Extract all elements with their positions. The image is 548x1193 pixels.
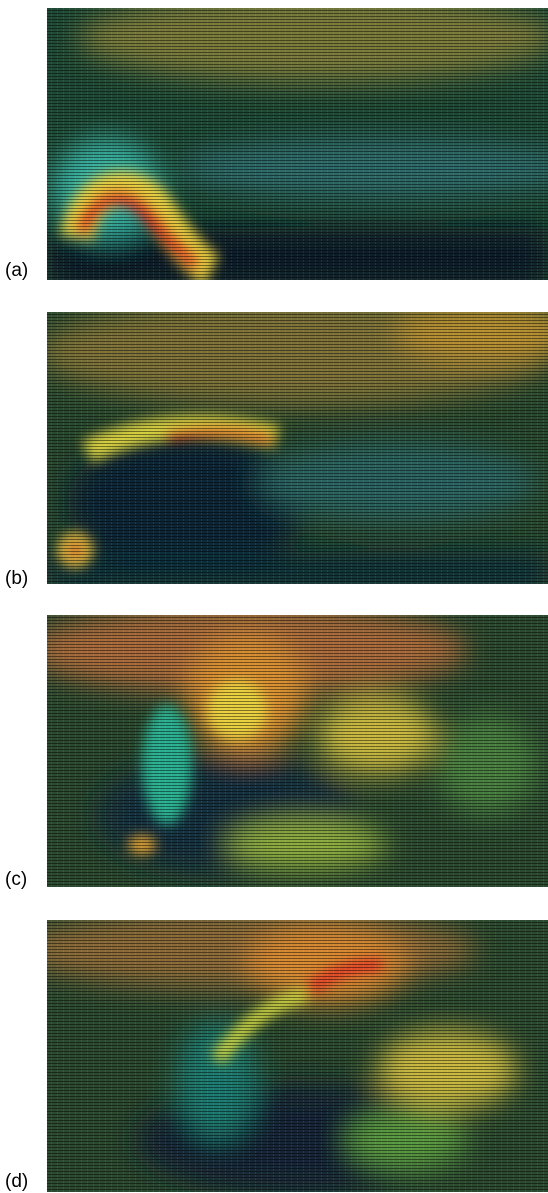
panel: (c) xyxy=(0,615,548,890)
panel: (d) xyxy=(0,920,548,1192)
panel: (a) xyxy=(0,8,548,281)
panel: (b) xyxy=(0,312,548,589)
flow-image xyxy=(47,920,548,1192)
flow-image xyxy=(47,8,548,280)
panel-label: (c) xyxy=(5,869,28,890)
flow-image xyxy=(47,312,548,584)
panel-label: (a) xyxy=(5,260,29,281)
panel-label: (b) xyxy=(5,568,29,589)
panel-label: (d) xyxy=(5,1171,29,1192)
flow-image xyxy=(47,615,548,887)
